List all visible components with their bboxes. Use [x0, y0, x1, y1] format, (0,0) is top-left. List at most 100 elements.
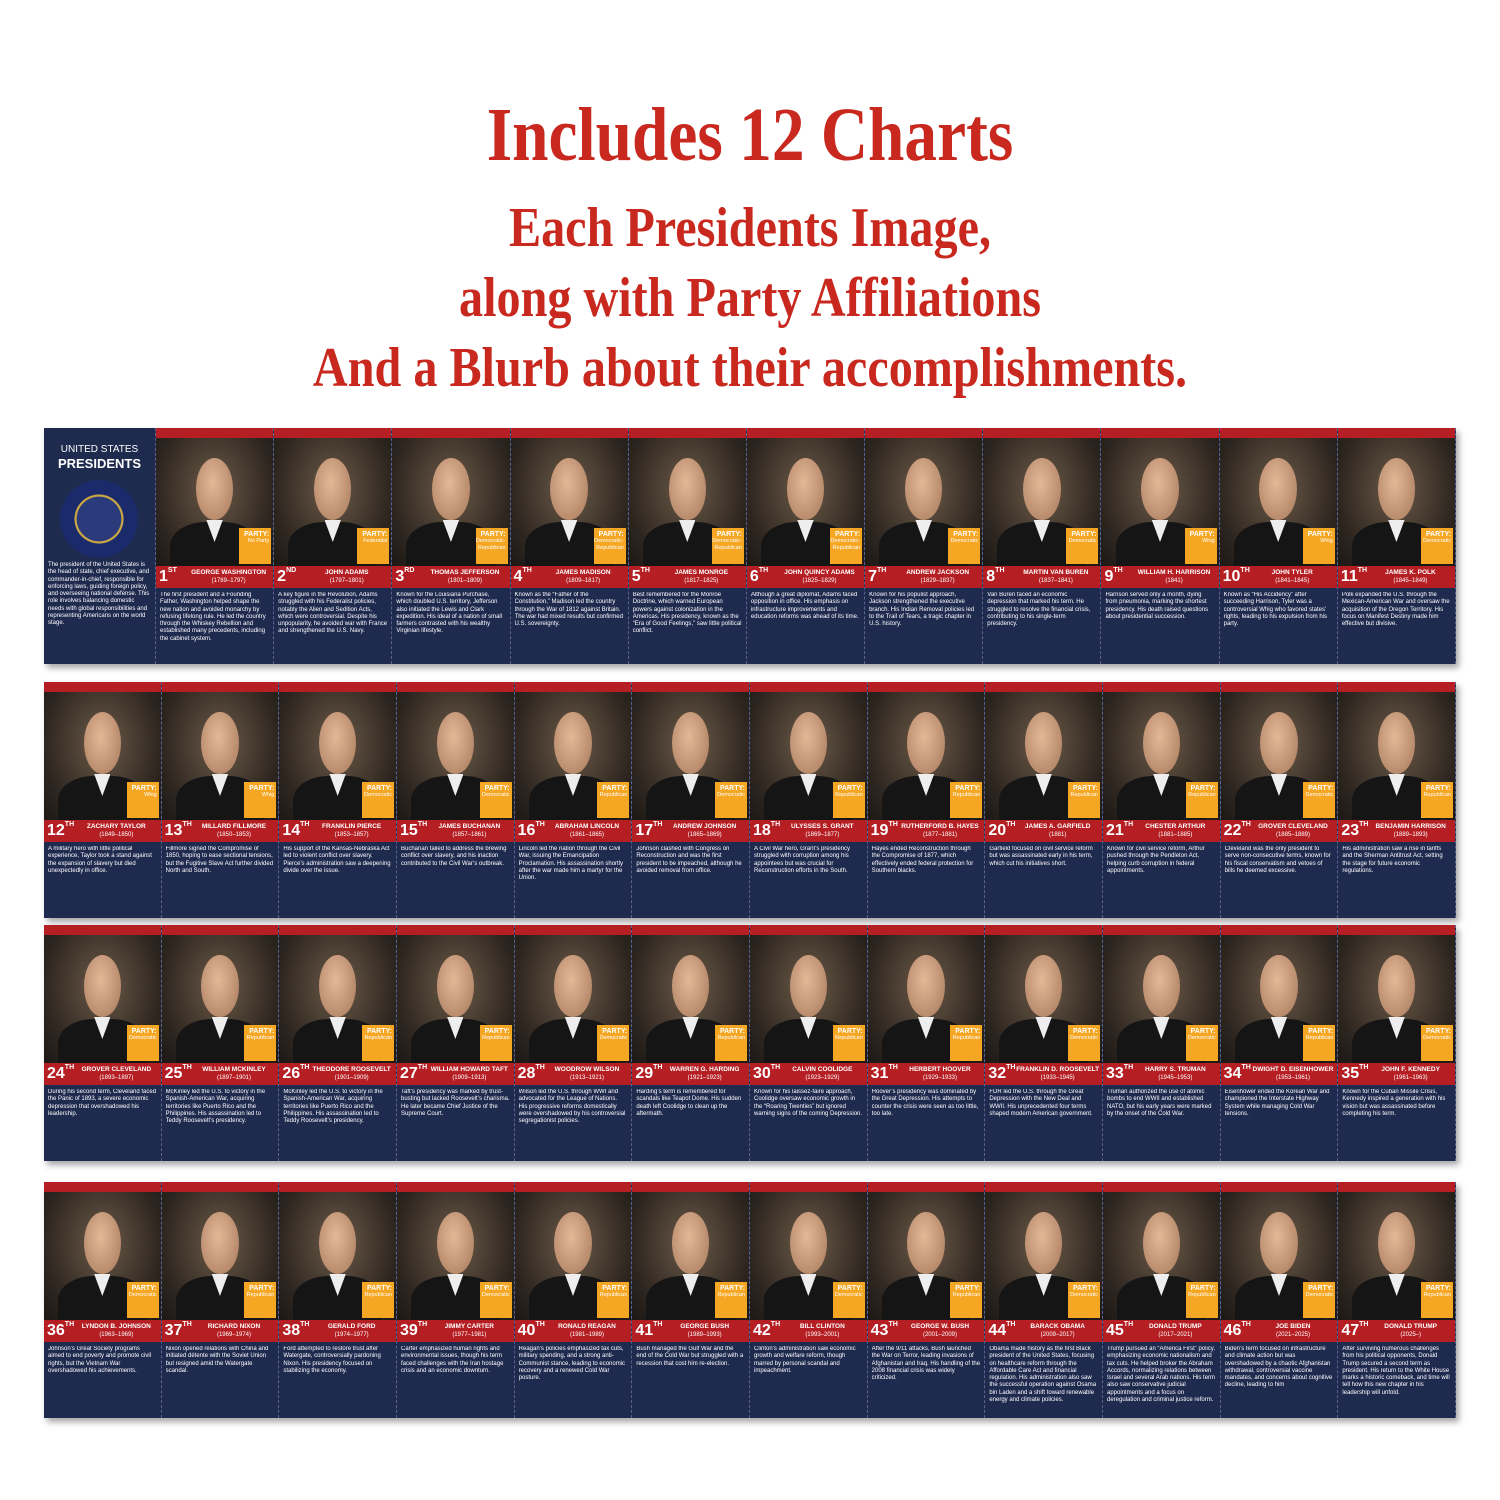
- party-label: PARTY:: [1308, 1285, 1334, 1292]
- president-card: PARTY: Democratic 15TH JAMES BUCHANAN (1857–…: [397, 682, 515, 918]
- party-name: Whig: [261, 792, 275, 798]
- party-label: PARTY:: [602, 785, 628, 792]
- president-name: GROVER CLEVELAND: [1258, 823, 1328, 830]
- name-bar: 22TH GROVER CLEVELAND (1885–1889): [1220, 820, 1338, 842]
- ordinal-number: 34: [1223, 1065, 1242, 1082]
- name-bar: 26TH THEODORE ROOSEVELT (1901–1909): [279, 1063, 396, 1085]
- top-bar: [274, 428, 392, 438]
- party-label: PARTY:: [602, 1285, 628, 1292]
- term-years: (1977–1981): [452, 1332, 487, 1338]
- portrait-face: [201, 712, 239, 774]
- blurb: Fillmore signed the Compromise of 1850, …: [165, 846, 274, 874]
- party-name: Whig: [1320, 538, 1333, 544]
- party-badge: PARTY: Democratic: [126, 1282, 159, 1318]
- ordinal-suffix: TH: [300, 821, 310, 828]
- blurb: A Civil War hero, Grant’s presidency str…: [754, 846, 851, 874]
- ordinal-suffix: TH: [1123, 1321, 1134, 1328]
- ordinal: 15TH: [400, 821, 427, 840]
- party-label: PARTY:: [719, 1285, 745, 1292]
- ordinal: 5TH: [632, 567, 650, 586]
- party-badge: PARTY: Democratic: [1067, 1282, 1100, 1318]
- ordinal-number: 25: [164, 1065, 183, 1082]
- president-name: THOMAS JEFFERSON: [430, 569, 500, 576]
- name-bar: 39TH JIMMY CARTER (1977–1981): [397, 1320, 514, 1342]
- president-card: PARTY: Whig 13TH MILLARD FILLMORE (1850–1853…: [161, 682, 280, 918]
- blurb: Cleveland was the only president to serv…: [1224, 846, 1331, 874]
- top-bar: [867, 1182, 985, 1192]
- name-bar: 2ND JOHN ADAMS (1797–1801): [274, 566, 392, 588]
- ordinal: 47TH: [1341, 1321, 1368, 1340]
- party-badge: PARTY: Democratic-Republican: [711, 528, 744, 564]
- name-bar: 31TH HERBERT HOOVER (1929–1933): [867, 1063, 985, 1085]
- top-bar: [750, 925, 867, 935]
- name-bar: 10TH JOHN TYLER (1841–1845): [1219, 566, 1337, 588]
- party-badge: PARTY: Republican: [597, 1282, 630, 1318]
- portrait-face: [671, 1212, 710, 1274]
- ordinal-number: 22: [1223, 822, 1242, 839]
- portrait-face: [1377, 458, 1416, 520]
- ordinal-number: 20: [988, 822, 1007, 839]
- top-bar: [1220, 1182, 1338, 1192]
- portrait-face: [1142, 955, 1180, 1017]
- top-bar: [279, 682, 396, 692]
- portrait-face: [907, 955, 945, 1017]
- portrait-face: [83, 712, 121, 774]
- president-name: RONALD REAGAN: [558, 1323, 616, 1330]
- ordinal: 16TH: [518, 821, 545, 840]
- party-badge: PARTY: Democratic: [126, 1025, 159, 1061]
- ordinal-suffix: TH: [770, 1321, 781, 1328]
- party-label: PARTY:: [480, 531, 506, 538]
- party-name: Democratic: [128, 1035, 157, 1041]
- ordinal: 26TH: [282, 1064, 309, 1083]
- term-years: (1881): [1048, 832, 1067, 838]
- blurb: Reagan’s policies emphasized tax cuts, m…: [518, 1346, 626, 1382]
- president-card: PARTY: Republican 19TH RUTHERFORD B. HAYES (…: [867, 682, 986, 918]
- party-badge: PARTY: Republican: [1185, 782, 1218, 818]
- president-name: RICHARD NIXON: [207, 1323, 261, 1330]
- party-name: Republican: [1188, 792, 1216, 798]
- ordinal-number: 30: [753, 1065, 771, 1082]
- term-years: (1933–1945): [1040, 1075, 1075, 1081]
- blurb: Polk expanded the U.S. through the Mexic…: [1341, 592, 1450, 628]
- ordinal-suffix: TH: [1006, 821, 1016, 828]
- party-badge: PARTY: Democratic: [1303, 1282, 1336, 1318]
- president-card: PARTY: Republican 26TH THEODORE ROOSEVELT (1…: [279, 925, 397, 1161]
- president-name: ABRAHAM LINCOLN: [554, 823, 620, 830]
- ordinal-number: 35: [1341, 1065, 1360, 1082]
- party-label: PARTY:: [131, 785, 157, 792]
- top-bar: [279, 925, 396, 935]
- blurb: The first president and a Founding Fathe…: [160, 592, 266, 642]
- president-card: PARTY: Democratic 42TH BILL CLINTON (1993–20…: [750, 1182, 868, 1418]
- subheadline: Each Presidents Image,: [508, 197, 992, 259]
- president-name: ANDREW JOHNSON: [673, 823, 737, 830]
- ordinal: 43TH: [871, 1321, 898, 1340]
- top-bar: [985, 1182, 1102, 1192]
- ordinal-suffix: TH: [417, 1321, 428, 1328]
- ordinal-number: 11: [1340, 568, 1358, 585]
- president-card: PARTY: Republican 45TH DONALD TRUMP (2017–20…: [1103, 1182, 1221, 1418]
- ordinal: 34TH: [1223, 1064, 1251, 1083]
- president-name: WILLIAM MCKINLEY: [202, 1066, 266, 1073]
- ordinal-number: 13: [164, 822, 183, 839]
- party-label: PARTY:: [1425, 531, 1451, 538]
- party-badge: PARTY: Republican: [1420, 1282, 1453, 1318]
- party-name: Whig: [1202, 538, 1215, 544]
- subheadline: along with Party Affiliations: [459, 267, 1041, 329]
- ordinal: 40TH: [518, 1321, 545, 1340]
- party-name: Democratic: [481, 1292, 510, 1298]
- portrait-face: [1141, 458, 1179, 520]
- ordinal: 18TH: [753, 821, 780, 840]
- ordinal: 42TH: [753, 1321, 781, 1340]
- blurb: Although a great diplomat, Adams faced o…: [750, 592, 859, 620]
- ordinal-suffix: TH: [1123, 1064, 1134, 1071]
- top-bar: [1219, 428, 1337, 438]
- party-badge: PARTY: Democratic: [1067, 1025, 1100, 1061]
- portrait-face: [789, 712, 827, 774]
- blurb: Known for his laissez-faire approach, Co…: [754, 1089, 863, 1117]
- chart-strip: PARTY: Democratic 24TH GROVER CLEVELAND (189…: [44, 925, 1456, 1161]
- term-years: (1817–1825): [684, 578, 719, 584]
- ordinal-number: 8: [986, 568, 996, 585]
- ordinal: 17TH: [635, 821, 662, 840]
- ordinal-number: 4: [513, 568, 523, 585]
- portrait-face: [554, 955, 592, 1017]
